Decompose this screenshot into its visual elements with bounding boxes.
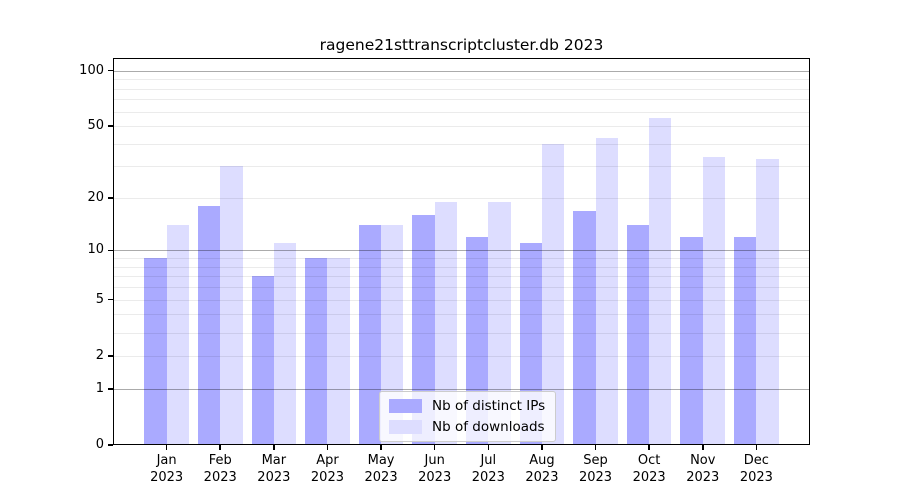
legend-label: Nb of distinct IPs: [432, 398, 546, 414]
bar-downloads-apr: [327, 258, 350, 445]
bar-downloads-dec: [756, 158, 779, 445]
legend-label: Nb of downloads: [432, 419, 545, 435]
bar-ips-apr: [305, 258, 328, 445]
minor-gridline: [113, 355, 810, 357]
x-tick: [594, 445, 597, 450]
x-tick: [648, 445, 650, 450]
x-tick: [701, 445, 704, 450]
bar-ips-dec: [734, 236, 757, 445]
minor-gridline: [113, 266, 810, 268]
minor-gridline: [113, 126, 810, 128]
legend-swatch-icon: [389, 399, 422, 413]
x-tick-label: May 2023: [364, 453, 398, 485]
x-tick: [433, 445, 436, 450]
x-tick: [219, 445, 222, 450]
bar-downloads-aug: [541, 143, 565, 445]
y-tick-label: 5: [95, 291, 104, 307]
major-gridline: [113, 250, 810, 252]
minor-gridline: [113, 287, 810, 289]
y-tick-label: 10: [87, 242, 104, 258]
minor-gridline: [113, 276, 810, 278]
minor-gridline: [113, 79, 810, 81]
bar-ips-nov: [680, 236, 703, 445]
y-tick: [108, 197, 113, 199]
y-tick-label: 20: [87, 190, 104, 206]
y-tick-label: 50: [87, 118, 104, 134]
legend-swatch-icon: [389, 420, 422, 434]
x-tick-label: Oct 2023: [632, 453, 666, 485]
minor-gridline: [113, 143, 810, 145]
x-tick: [380, 445, 382, 450]
x-tick: [273, 445, 275, 450]
y-tick: [108, 444, 113, 446]
x-tick: [541, 445, 543, 450]
minor-gridline: [113, 299, 810, 301]
legend-item: Nb of distinct IPs: [389, 397, 545, 415]
bar-ips-mar: [251, 276, 274, 445]
minor-gridline: [113, 258, 810, 260]
bar-downloads-jan: [166, 225, 189, 445]
bar-downloads-nov: [702, 156, 726, 445]
x-tick-label: Apr 2023: [310, 453, 344, 485]
x-tick-label: Aug 2023: [525, 453, 559, 485]
bar-ips-sep: [573, 210, 596, 445]
y-tick-label: 0: [95, 437, 104, 452]
bar-downloads-mar: [273, 243, 297, 445]
y-tick: [108, 355, 113, 357]
y-tick: [108, 249, 113, 252]
x-tick-label: Sep 2023: [578, 453, 613, 485]
x-tick: [755, 445, 758, 450]
bar-ips-oct: [626, 225, 650, 445]
bar-ips-may: [358, 225, 382, 445]
x-tick: [487, 445, 490, 450]
bar-ips-jun: [412, 215, 435, 445]
y-tick: [108, 387, 113, 390]
bar-ips-feb: [197, 206, 221, 445]
minor-gridline: [113, 314, 810, 316]
y-tick: [108, 125, 113, 127]
bar-downloads-oct: [649, 118, 672, 445]
x-tick-label: Feb 2023: [203, 453, 237, 485]
bar-downloads-feb: [220, 166, 243, 445]
minor-gridline: [113, 111, 810, 113]
x-tick: [326, 445, 329, 450]
minor-gridline: [113, 198, 810, 200]
legend: Nb of distinct IPs Nb of downloads: [379, 391, 557, 442]
bar-downloads-jul: [488, 202, 511, 445]
y-tick-label: 1: [95, 380, 104, 396]
y-tick-label: 2: [95, 347, 104, 363]
y-tick: [108, 69, 113, 72]
minor-gridline: [113, 332, 810, 334]
y-tick: [108, 298, 113, 301]
bar-downloads-sep: [595, 138, 618, 445]
x-tick-label: Mar 2023: [257, 453, 291, 485]
minor-gridline: [113, 166, 810, 168]
legend-item: Nb of downloads: [389, 418, 545, 436]
bar-ips-jan: [144, 258, 167, 445]
plot-area: [113, 58, 810, 445]
chart-title: ragene21sttranscriptcluster.db 2023: [319, 36, 604, 54]
minor-gridline: [113, 88, 810, 90]
x-tick-label: Jun 2023: [418, 453, 452, 485]
major-gridline: [113, 70, 810, 72]
x-tick-label: Dec 2023: [739, 453, 773, 485]
minor-gridline: [113, 99, 810, 101]
bar-downloads-may: [381, 225, 404, 445]
x-tick-label: Jan 2023: [150, 453, 184, 485]
x-tick-label: Jul 2023: [471, 453, 505, 485]
bar-downloads-jun: [434, 202, 457, 445]
x-tick-label: Nov 2023: [686, 453, 720, 485]
x-tick: [165, 445, 168, 450]
y-tick-label: 100: [79, 62, 104, 78]
major-gridline: [113, 388, 810, 390]
